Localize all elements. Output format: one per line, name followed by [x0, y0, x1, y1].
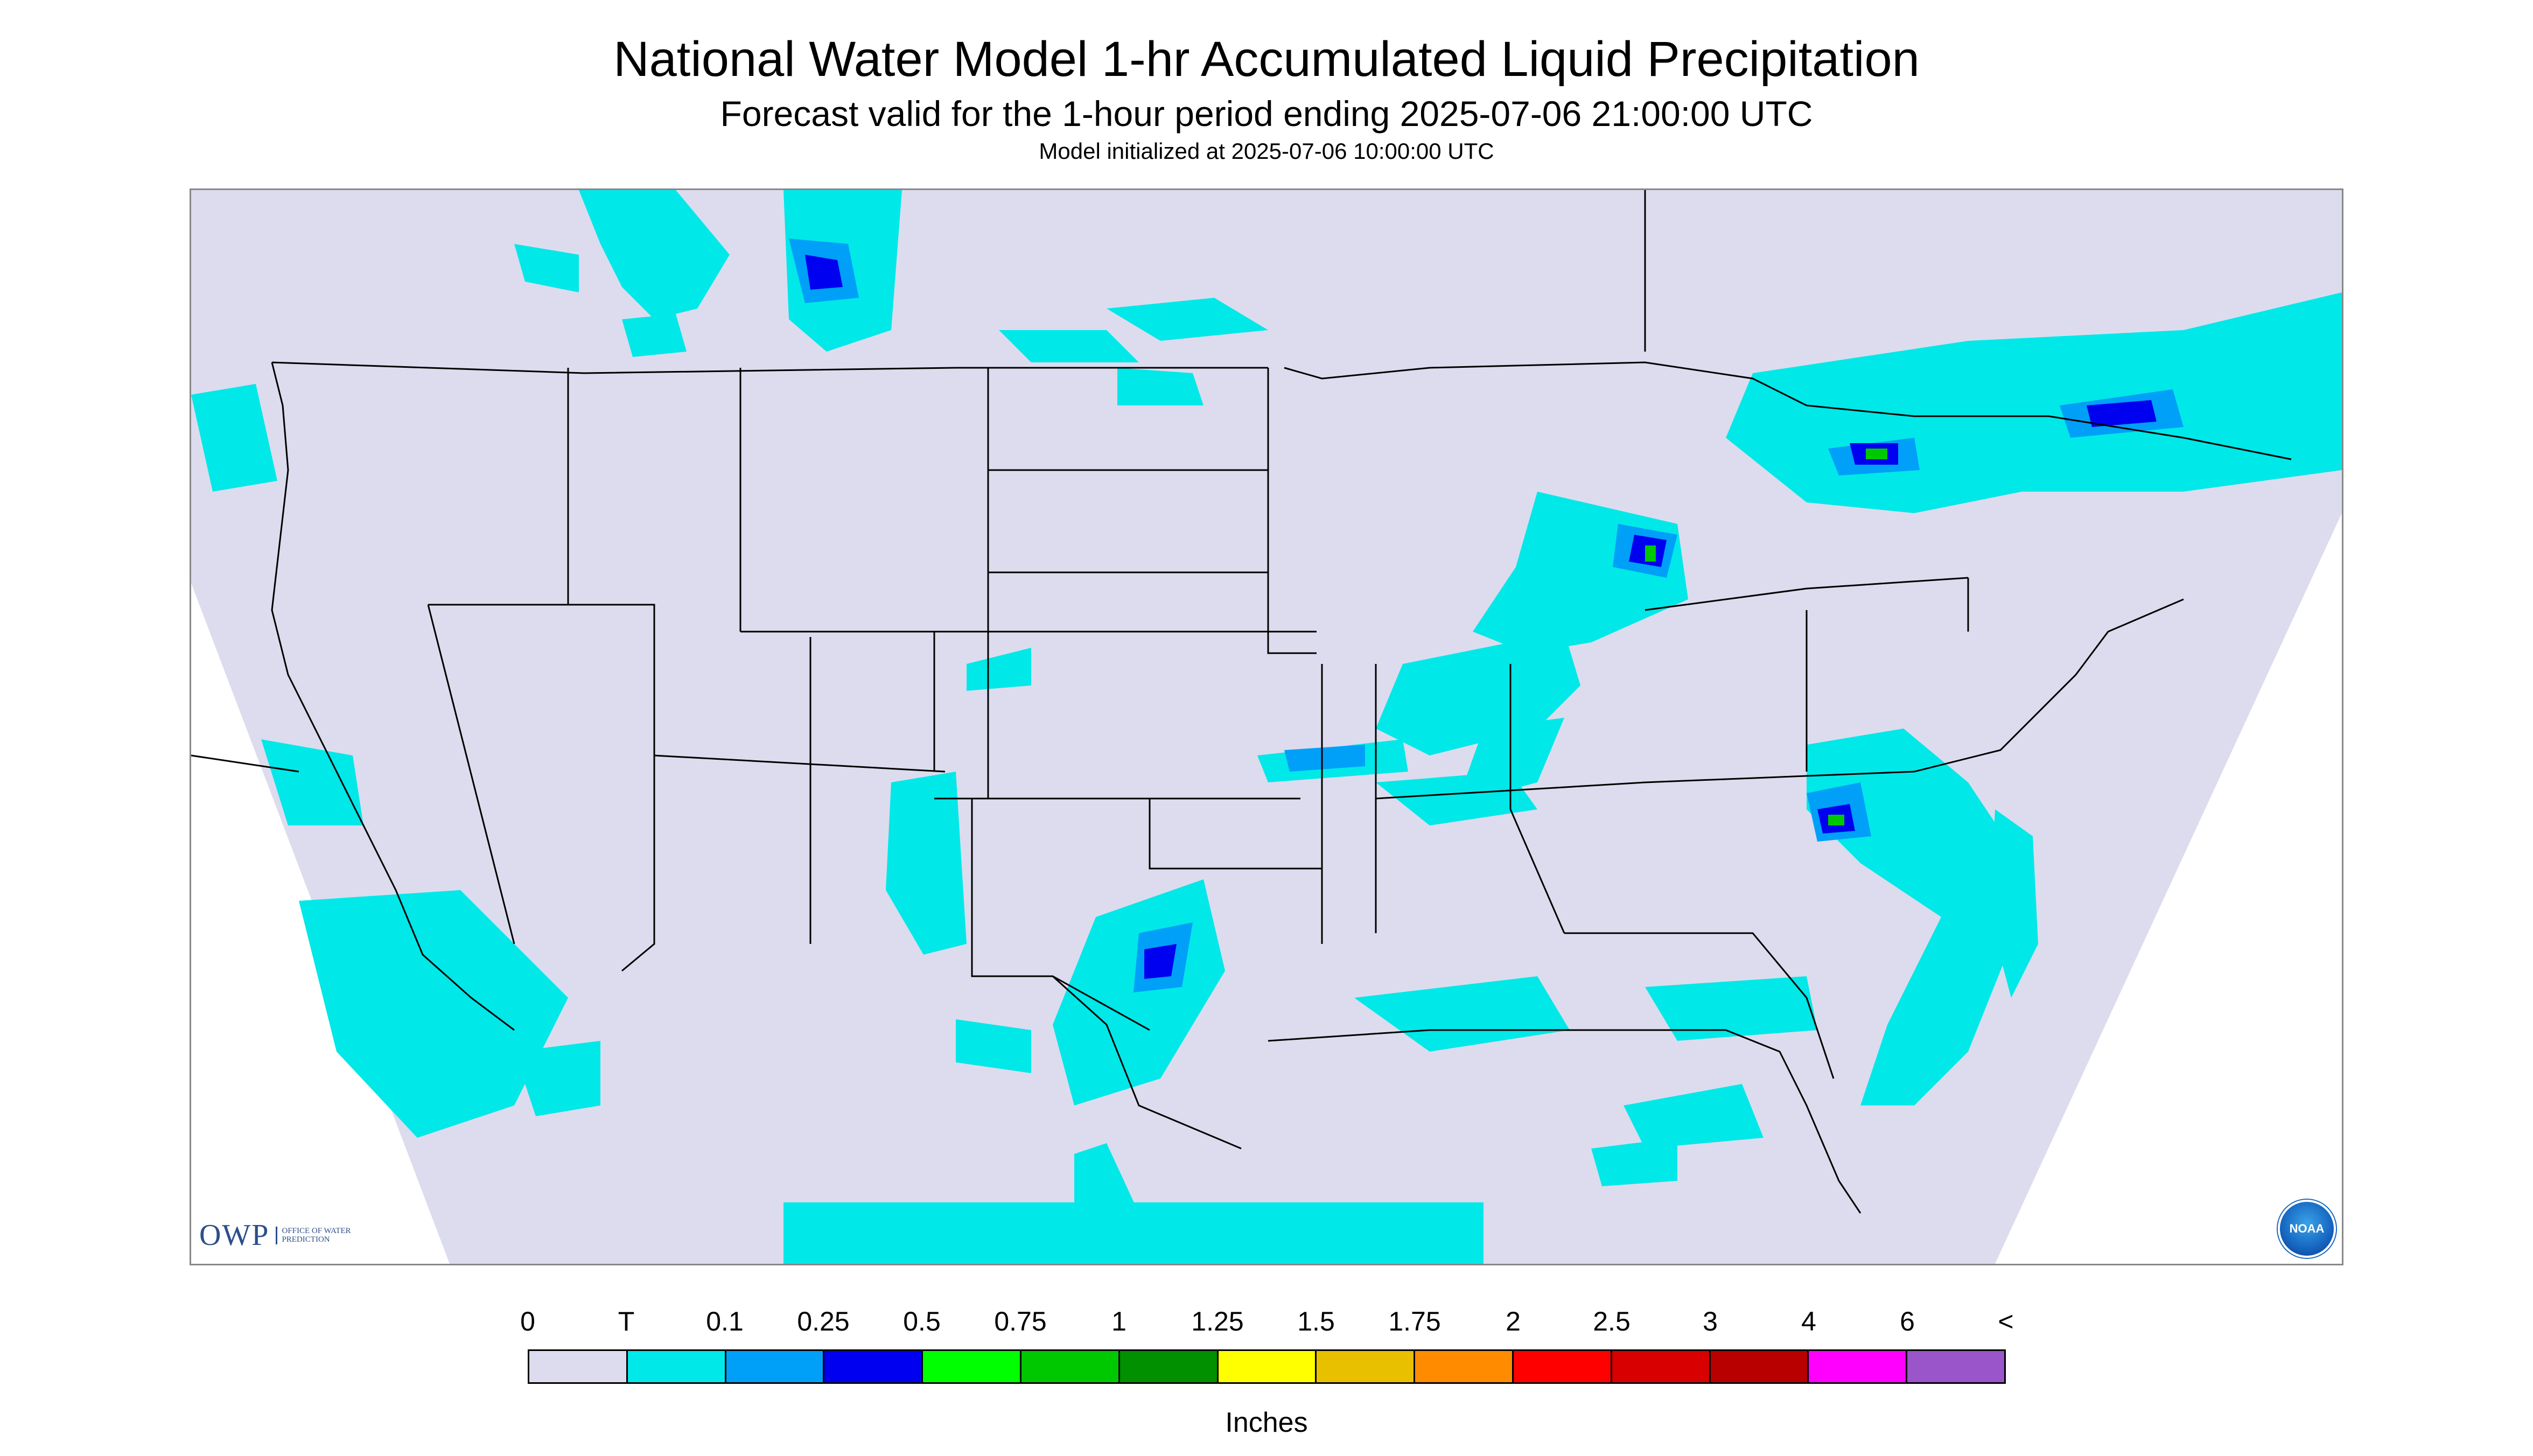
legend-swatch: [726, 1351, 825, 1382]
legend-units: Inches: [1225, 1407, 1308, 1438]
legend-label: 2: [1506, 1306, 1521, 1336]
state-boundaries: [191, 190, 2292, 1214]
legend-label: 4: [1801, 1306, 1816, 1336]
legend-label: 0.75: [994, 1306, 1047, 1336]
legend-label: 0: [520, 1306, 535, 1336]
map-title: National Water Model 1-hr Accumulated Li…: [613, 32, 1920, 87]
legend-label: 3: [1703, 1306, 1718, 1336]
owp-logo-abbr: OWP: [199, 1219, 270, 1252]
legend-labels: 0 T 0.1 0.25 0.5 0.75 1 1.25 1.5 1.75 2 2.5 3 4 6 <: [0, 1306, 2533, 1338]
legend-swatch: [824, 1351, 923, 1382]
legend-swatch: [1809, 1351, 1908, 1382]
noaa-logo-text: NOAA: [2289, 1222, 2325, 1235]
precipitation-map: [190, 188, 2343, 1265]
model-init-text: Model initialized at 2025-07-06 10:00:00…: [1039, 138, 1494, 164]
legend-swatch: [529, 1351, 628, 1382]
legend-swatch: [1710, 1351, 1809, 1382]
legend-colorbar: [528, 1349, 2006, 1384]
owp-logo: OWP OFFICE OF WATER PREDICTION: [199, 1218, 357, 1252]
legend-swatch: [627, 1351, 726, 1382]
legend-label: 0.5: [903, 1306, 941, 1336]
legend-label: 0.1: [706, 1306, 744, 1336]
legend-label: 1.25: [1191, 1306, 1244, 1336]
legend-label: T: [618, 1306, 635, 1336]
legend-swatch: [1317, 1351, 1416, 1382]
owp-logo-full: OFFICE OF WATER PREDICTION: [276, 1226, 357, 1244]
legend-swatch: [1119, 1351, 1219, 1382]
precip-heavy-areas: [1645, 449, 1887, 825]
legend-swatch: [1415, 1351, 1514, 1382]
legend-label: <: [1998, 1306, 2014, 1336]
legend-label: 1: [1111, 1306, 1126, 1336]
legend-label: 1.5: [1297, 1306, 1335, 1336]
legend-swatch: [1218, 1351, 1317, 1382]
legend-swatch: [1907, 1351, 2004, 1382]
legend-swatch: [1021, 1351, 1120, 1382]
legend-label: 1.75: [1388, 1306, 1441, 1336]
legend-swatch: [923, 1351, 1021, 1382]
map-canvas: [191, 190, 2342, 1264]
legend-swatch: [1513, 1351, 1612, 1382]
legend-label: 6: [1900, 1306, 1915, 1336]
noaa-logo: NOAA: [2278, 1200, 2336, 1258]
legend-label: 0.25: [797, 1306, 850, 1336]
legend-swatch: [1612, 1351, 1711, 1382]
legend-label: 2.5: [1593, 1306, 1631, 1336]
forecast-valid-subtitle: Forecast valid for the 1-hour period end…: [720, 94, 1813, 134]
